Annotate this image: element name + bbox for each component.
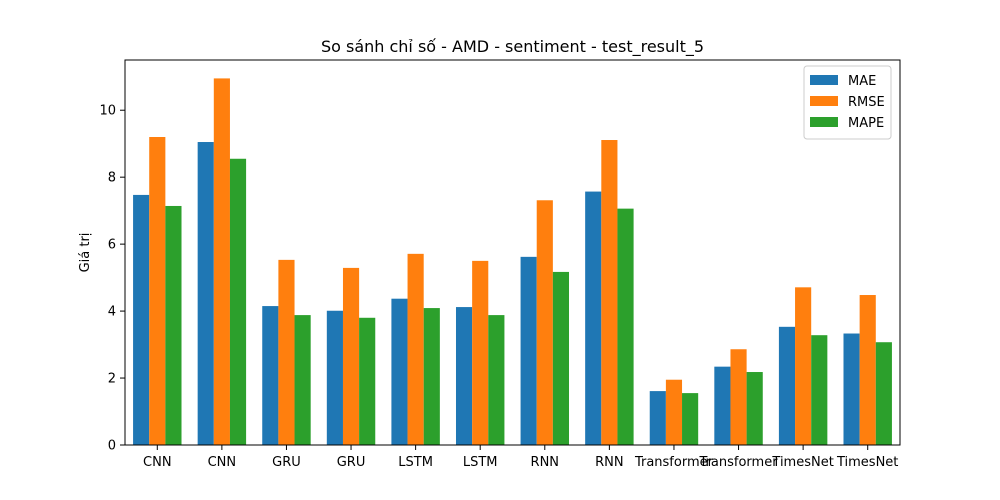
axes-frame: [124, 59, 901, 446]
x-tick-label: CNN: [143, 455, 172, 470]
bar-rmse-6: [472, 260, 489, 445]
bar-mae-3: [262, 306, 279, 445]
bar-rmse-7: [536, 200, 553, 445]
bar-mape-5: [423, 308, 440, 445]
bar-mae-7: [520, 256, 537, 445]
bar-rmse-12: [859, 295, 876, 445]
x-tick-label: RNN: [531, 455, 559, 470]
bar-rmse-2: [213, 78, 230, 445]
bar-mape-11: [811, 335, 828, 445]
x-tick-label: TimesNet: [771, 455, 833, 470]
legend-label-mae: MAE: [848, 74, 876, 89]
x-tick-label: CNN: [208, 455, 237, 470]
y-tick-label: 0: [108, 439, 116, 454]
bar-rmse-5: [407, 253, 424, 445]
bar-mae-6: [455, 307, 473, 445]
x-tick-label: RNN: [595, 455, 623, 470]
bar-mae-11: [778, 326, 796, 445]
bar-rmse-3: [278, 259, 295, 445]
bar-mape-7: [552, 271, 570, 445]
y-tick-label: 10: [99, 104, 116, 119]
bar-mae-8: [585, 191, 602, 445]
bar-rmse-8: [601, 140, 618, 445]
bar-mae-4: [326, 310, 343, 445]
x-tick-label: LSTM: [463, 455, 498, 470]
plot-area: 0 2 4 6 8 10 CNN CNN GRU GRU LSTM LSTM RNN RNN Transfo…: [78, 59, 901, 470]
y-axis-label: Giá trị: [78, 233, 93, 273]
bar-mape-2: [229, 158, 247, 445]
bar-rmse-1: [149, 137, 166, 445]
y-tick-label: 4: [108, 305, 116, 320]
y-tick-label: 8: [108, 171, 116, 186]
legend-swatch-mae: [810, 75, 838, 85]
bar-mae-12: [843, 333, 860, 445]
legend-label-mape: MAPE: [848, 116, 884, 131]
chart-title: So sánh chỉ số - AMD - sentiment - test_…: [321, 37, 704, 57]
bar-mape-10: [746, 372, 763, 445]
x-tick-label: LSTM: [398, 455, 433, 470]
legend-label-rmse: RMSE: [848, 95, 885, 110]
bar-mape-9: [682, 393, 699, 445]
x-tick-label: GRU: [337, 455, 366, 470]
bar-rmse-11: [795, 287, 812, 445]
bar-mape-6: [488, 315, 505, 445]
bar-mape-12: [875, 342, 892, 445]
bar-mae-1: [133, 194, 150, 445]
x-tick-label: Transformer: [634, 455, 714, 470]
bar-mae-9: [649, 391, 666, 445]
x-tick-label: GRU: [272, 455, 301, 470]
bar-rmse-9: [665, 379, 683, 445]
bar-rmse-4: [342, 267, 360, 445]
x-tick-label: TimesNet: [836, 455, 898, 470]
y-tick-label: 6: [108, 238, 116, 253]
legend-swatch-rmse: [810, 96, 838, 106]
bar-mape-1: [165, 205, 182, 445]
bar-mape-3: [294, 315, 311, 445]
legend-swatch-mape: [810, 117, 838, 127]
bar-mae-2: [197, 142, 214, 445]
bar-rmse-10: [730, 349, 747, 445]
bar-mae-10: [714, 366, 731, 445]
bar-mape-4: [359, 317, 376, 445]
legend: MAE RMSE MAPE: [803, 65, 892, 140]
y-tick-label: 2: [108, 372, 116, 387]
x-tick-label: Transformer: [699, 455, 779, 470]
bar-mae-5: [391, 298, 408, 445]
bar-mape-8: [617, 208, 634, 445]
